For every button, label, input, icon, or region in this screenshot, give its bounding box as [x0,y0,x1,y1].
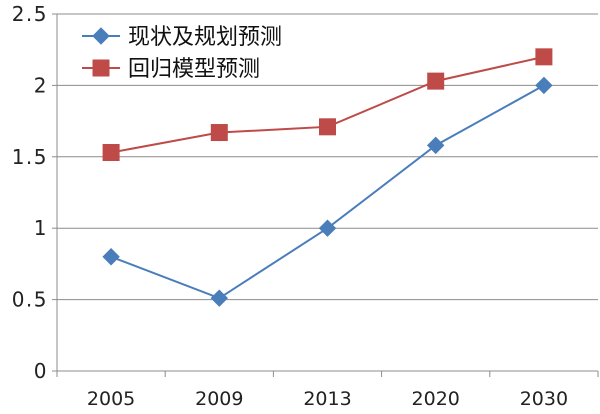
diamond-marker [210,289,229,307]
diamond-marker [535,76,553,95]
y-tick-label: 1 [34,216,48,240]
square-marker [319,118,336,136]
y-tick-label: 0 [34,359,48,383]
diamond-marker [426,136,445,155]
y-tick-label: 0.5 [12,288,48,312]
y-tick-label: 1.5 [12,145,48,169]
diamond-marker [102,248,120,266]
legend-item: 现状及规划预测 [82,25,282,50]
square-marker [102,144,120,162]
square-marker [535,48,553,66]
y-tick-label: 2 [34,73,48,97]
legend-label: 现状及规划预测 [128,25,282,50]
x-tick-label: 2005 [87,388,135,410]
diamond-marker-legend [92,27,110,45]
legend-label: 回归模型预测 [128,57,260,82]
square-marker-legend [92,59,110,77]
x-tick-label: 2013 [303,388,351,410]
y-tick-label: 2.5 [12,2,48,26]
series-line [110,84,545,300]
square-marker [427,72,445,90]
x-tick-label: 2009 [195,388,243,410]
legend-item: 回归模型预测 [82,57,260,82]
x-tick-label: 2030 [520,388,568,410]
axis-layer: 0 0.5 1 1.5 2 2.5 2005 2009 2013 2020 2030 [12,2,599,410]
series-1 [102,76,553,307]
square-marker [210,124,228,142]
diamond-marker [318,219,337,237]
series-layer [102,48,553,307]
x-tick-label: 2020 [412,388,460,410]
series-2 [102,48,553,162]
